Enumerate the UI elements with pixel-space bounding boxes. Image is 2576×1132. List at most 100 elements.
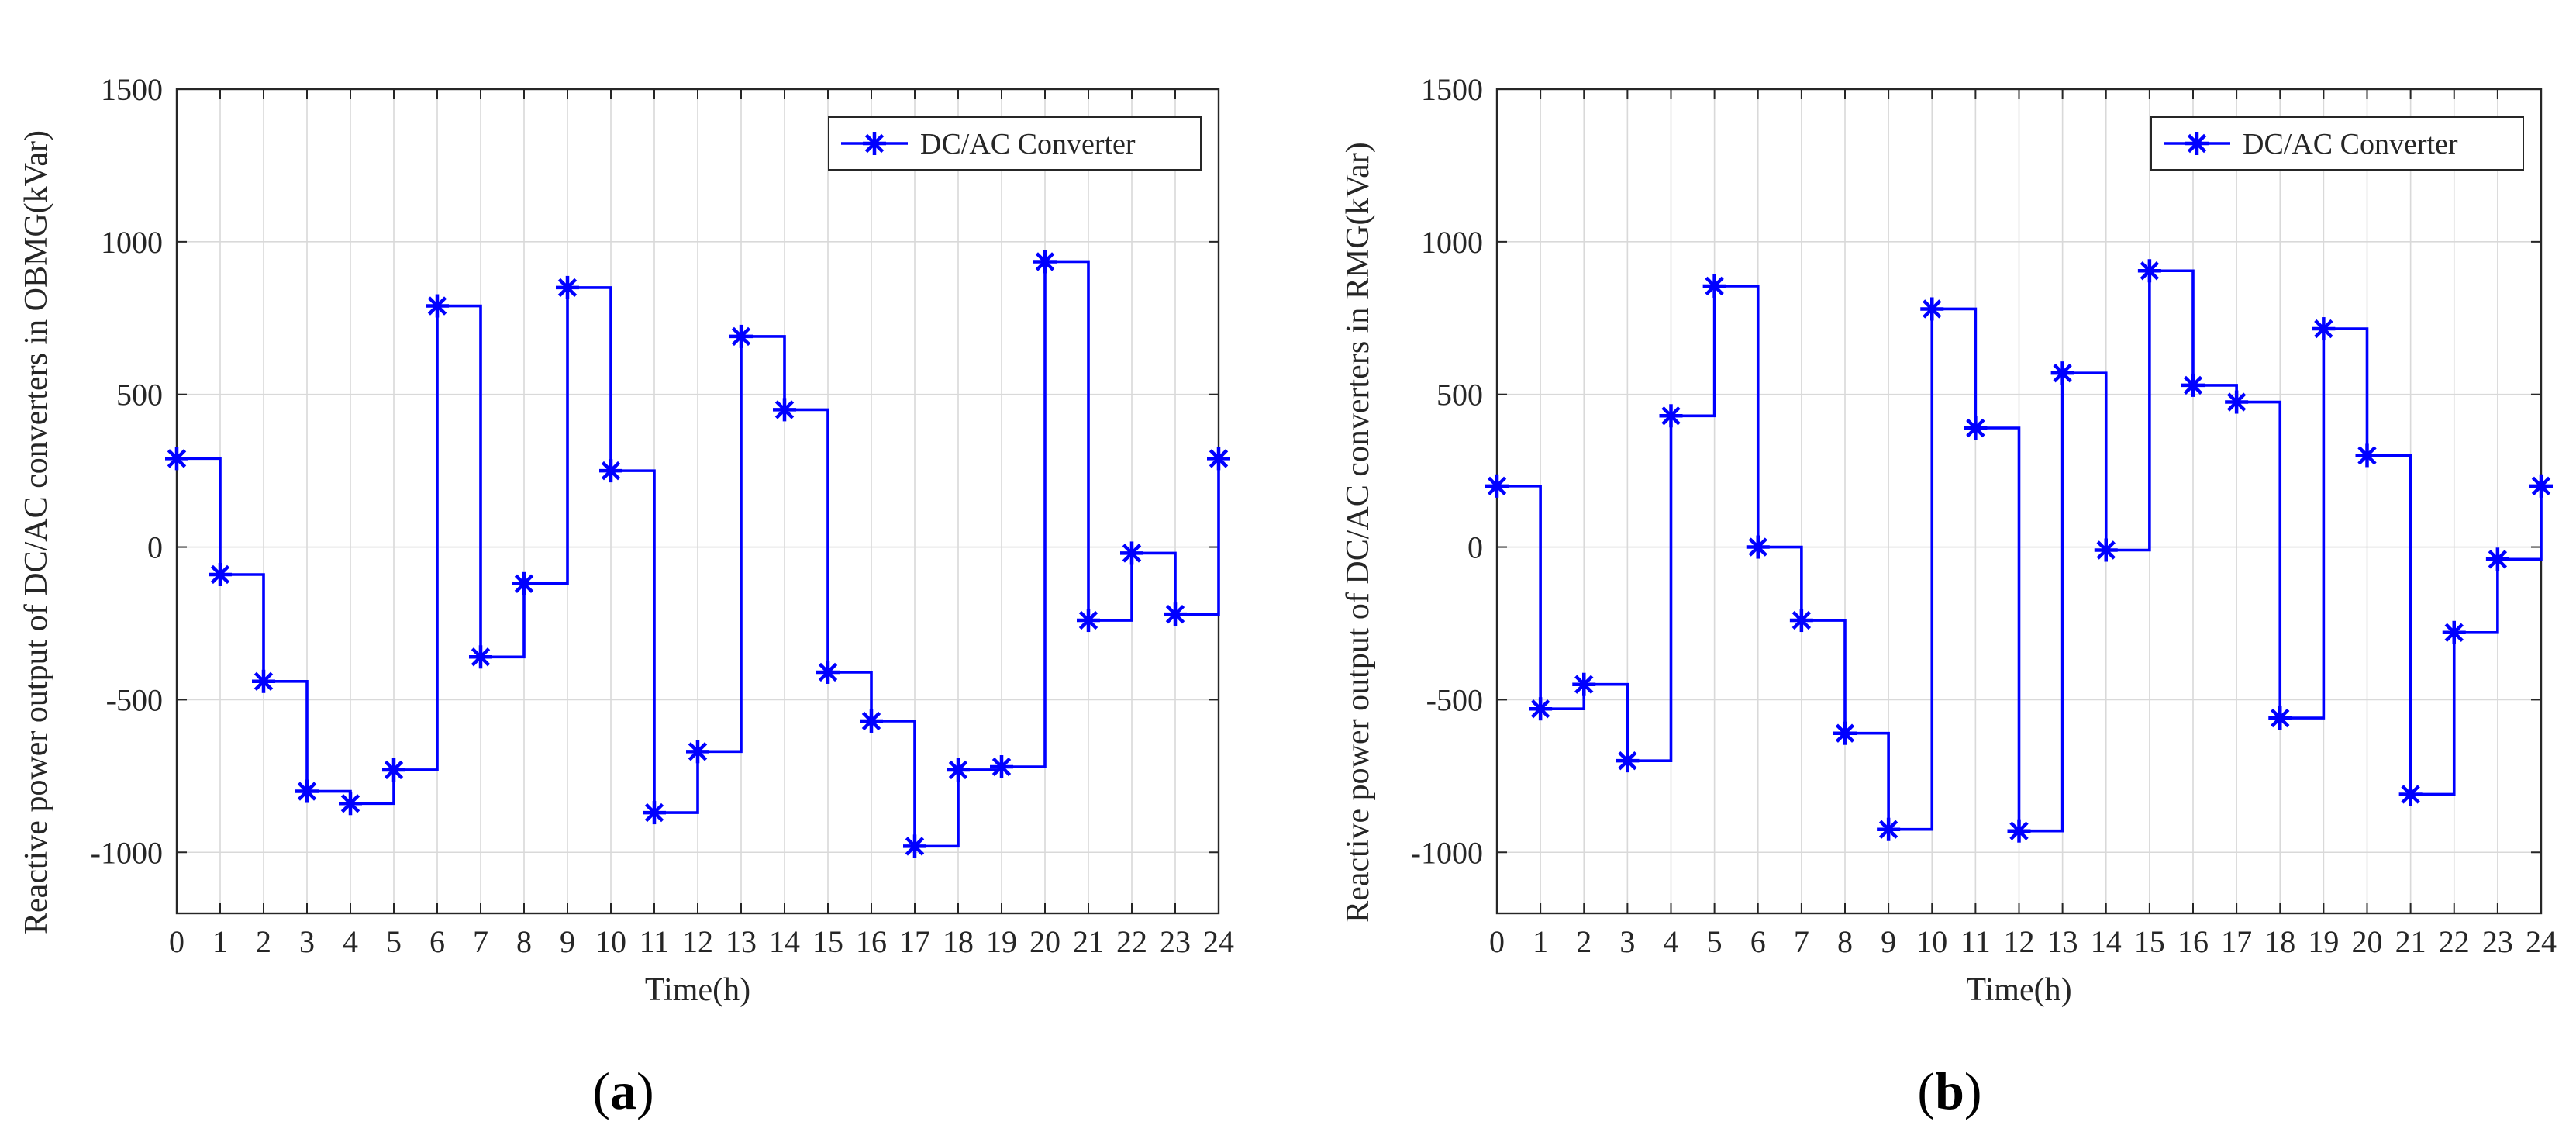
y-tick-label: -1000 xyxy=(91,835,163,870)
data-point-marker xyxy=(2442,620,2466,644)
data-point-marker xyxy=(165,447,188,471)
asterisk-icon-stroke xyxy=(731,326,751,347)
data-point-marker xyxy=(2312,317,2336,341)
chart-panel-b: 0 1 2 3 4 5 6 7 8 9 10 11 12 13 14 15 16 17 18 19 20 21 22 23 24… xyxy=(1340,72,2557,1120)
asterisk-icon-stroke xyxy=(1748,537,1767,557)
x-tick-label: 14 xyxy=(2091,924,2122,959)
x-tick-label: 6 xyxy=(429,924,445,959)
x-tick-label: 4 xyxy=(1664,924,1679,959)
data-point-marker xyxy=(2137,259,2161,283)
data-point-marker xyxy=(1207,447,1230,471)
asterisk-icon-stroke xyxy=(427,296,447,316)
x-tick-label: 4 xyxy=(343,924,358,959)
data-point-marker xyxy=(1572,672,1596,696)
asterisk-icon-stroke xyxy=(861,711,881,731)
asterisk-icon-stroke xyxy=(1574,675,1594,694)
y-axis-title: Reactive power output of DC/AC converter… xyxy=(1340,142,1376,923)
legend-entry-label: DC/AC Converter xyxy=(920,128,1136,160)
x-tick-label: 9 xyxy=(560,924,575,959)
x-tick-label: 21 xyxy=(1073,924,1104,959)
asterisk-icon-stroke xyxy=(1487,476,1507,496)
asterisk-icon xyxy=(2185,132,2209,155)
x-tick-label: 17 xyxy=(2221,924,2252,959)
asterisk-icon-stroke xyxy=(1835,723,1855,743)
data-point-marker xyxy=(1616,749,1640,773)
data-point-marker xyxy=(860,709,883,733)
data-point-marker xyxy=(2181,373,2205,397)
asterisk-icon-stroke xyxy=(514,574,534,593)
asterisk-icon-stroke xyxy=(864,133,885,154)
x-tick-label: 1 xyxy=(212,924,228,959)
asterisk-icon-stroke xyxy=(1705,276,1724,296)
data-point-marker xyxy=(2398,782,2423,806)
x-tick-label: 9 xyxy=(1881,924,1896,959)
asterisk-icon-stroke xyxy=(1165,604,1185,624)
x-tick-label: 10 xyxy=(1916,924,1947,959)
asterisk-icon-stroke xyxy=(2187,133,2207,154)
x-tick-label: 17 xyxy=(899,924,930,959)
x-tick-label: 23 xyxy=(1160,924,1191,959)
x-tick-label: 20 xyxy=(1029,924,1060,959)
data-point-marker xyxy=(2007,819,2031,843)
x-tick-label: 22 xyxy=(1116,924,1147,959)
x-tick-label: 16 xyxy=(856,924,887,959)
data-point-marker xyxy=(426,294,449,318)
x-tick-label: 5 xyxy=(1707,924,1723,959)
data-point-marker xyxy=(903,834,926,858)
x-tick-label: 13 xyxy=(726,924,757,959)
asterisk-icon-stroke xyxy=(1878,820,1898,839)
y-tick-label: 500 xyxy=(116,378,163,412)
x-tick-label: 11 xyxy=(640,924,670,959)
data-point-marker xyxy=(556,275,579,299)
data-point-marker xyxy=(643,801,666,825)
x-tick-label: 8 xyxy=(1837,924,1853,959)
data-point-marker xyxy=(1964,416,1988,440)
y-axis-title: Reactive power output of DC/AC converter… xyxy=(19,130,54,934)
x-tick-label: 21 xyxy=(2395,924,2426,959)
asterisk-icon-stroke xyxy=(644,802,664,823)
asterisk-icon-stroke xyxy=(1618,751,1637,771)
x-tick-label: 3 xyxy=(1619,924,1635,959)
asterisk-icon-stroke xyxy=(2357,446,2377,465)
data-point-marker xyxy=(382,758,405,782)
asterisk-icon-stroke xyxy=(384,760,404,780)
data-point-marker xyxy=(2268,706,2292,730)
asterisk-icon-stroke xyxy=(774,400,795,419)
y-tick-label: -500 xyxy=(106,682,163,717)
data-point-marker xyxy=(990,755,1013,779)
data-point-marker xyxy=(1833,721,1857,745)
asterisk-icon-stroke xyxy=(167,449,187,468)
data-point-marker xyxy=(1485,474,1509,498)
asterisk-icon-stroke xyxy=(1035,252,1055,271)
asterisk-icon-stroke xyxy=(2444,623,2464,642)
chart-panel-a: 0 1 2 3 4 5 6 7 8 9 10 11 12 13 14 15 16 17 18 19 20 21 22 23 24… xyxy=(19,72,1234,1120)
x-tick-label: 2 xyxy=(256,924,271,959)
data-point-marker xyxy=(599,459,622,483)
asterisk-icon-stroke xyxy=(297,782,317,801)
y-tick-label: 1000 xyxy=(101,225,163,260)
x-tick-label: 2 xyxy=(1576,924,1591,959)
asterisk-icon-stroke xyxy=(340,794,360,813)
x-tick-label: 18 xyxy=(2264,924,2295,959)
asterisk-icon-stroke xyxy=(2226,392,2247,412)
asterisk-icon-stroke xyxy=(1791,610,1812,630)
asterisk-icon-stroke xyxy=(1966,418,1985,438)
y-tick-label: 1500 xyxy=(1421,72,1483,107)
asterisk-icon-stroke xyxy=(1923,299,1942,319)
panel-label-open: ( xyxy=(592,1061,610,1120)
data-point-marker xyxy=(773,398,796,422)
asterisk-icon-stroke xyxy=(1661,406,1681,426)
x-tick-label: 18 xyxy=(943,924,974,959)
data-point-marker xyxy=(469,645,492,669)
asterisk-icon-stroke xyxy=(818,662,838,682)
y-tick-label: 1500 xyxy=(101,72,163,107)
data-point-marker xyxy=(816,660,840,684)
asterisk-icon-stroke xyxy=(1209,449,1229,468)
data-point-marker xyxy=(1077,609,1100,633)
data-point-marker xyxy=(1702,274,1726,298)
x-tick-label: 20 xyxy=(2352,924,2383,959)
data-point-marker xyxy=(947,758,970,782)
asterisk-icon-stroke xyxy=(991,757,1012,777)
x-tick-label: 15 xyxy=(2134,924,2165,959)
asterisk-icon-stroke xyxy=(2053,363,2072,383)
